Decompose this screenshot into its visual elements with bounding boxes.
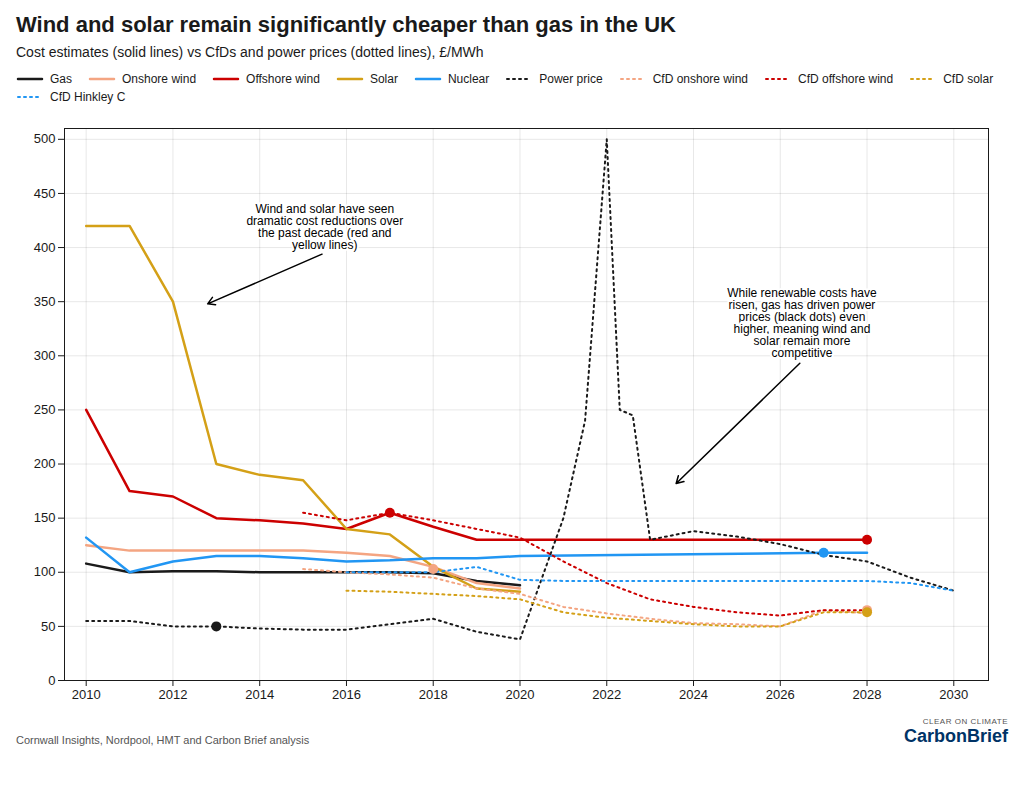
html-text:Cornwall Insights, Nordpool, H: Cornwall Insights, Nordpool, HMT and Car… <box>16 734 310 747</box>
svg-text:2010: 2010 <box>72 687 101 702</box>
html-text:CarbonBrief: CarbonBrief <box>904 725 1008 746</box>
html-text:CfD onshore wind: CfD onshore wind <box>652 71 748 86</box>
svg-text:200: 200 <box>34 456 56 471</box>
svg-text:Wind and solar have seendramat: Wind and solar have seendramatic cost re… <box>246 202 403 252</box>
svg-text:300: 300 <box>34 348 56 363</box>
svg-text:250: 250 <box>34 402 56 417</box>
svg-text:2030: 2030 <box>939 687 968 702</box>
svg-text:2016: 2016 <box>332 687 361 702</box>
svg-text:2012: 2012 <box>158 687 187 702</box>
svg-text:2028: 2028 <box>853 687 882 702</box>
svg-text:400: 400 <box>34 240 56 255</box>
svg-text:2018: 2018 <box>419 687 448 702</box>
html-text:Gas: Gas <box>50 71 72 86</box>
svg-text:2024: 2024 <box>679 687 708 702</box>
html-text:Offshore wind: Offshore wind <box>246 71 320 86</box>
html-text:Cost estimates (solid lines) v: Cost estimates (solid lines) vs CfDs and… <box>16 44 484 61</box>
svg-text:0: 0 <box>48 673 55 688</box>
svg-text:100: 100 <box>34 564 56 579</box>
html-text:CfD offshore wind: CfD offshore wind <box>798 71 894 86</box>
svg-text:2022: 2022 <box>592 687 621 702</box>
svg-text:450: 450 <box>34 185 56 200</box>
svg-text:350: 350 <box>34 294 56 309</box>
html-text:Solar: Solar <box>369 71 398 86</box>
html-text:Wind and solar remain signific: Wind and solar remain significantly chea… <box>16 12 676 37</box>
svg-text:2014: 2014 <box>245 687 274 702</box>
html-text:CLEAR ON CLIMATE: CLEAR ON CLIMATE <box>922 716 1008 726</box>
svg-text:2026: 2026 <box>766 687 795 702</box>
html-text:Power price: Power price <box>539 71 603 86</box>
html-text:CfD Hinkley C: CfD Hinkley C <box>50 89 126 104</box>
svg-text:150: 150 <box>34 510 56 525</box>
html-text:CfD solar: CfD solar <box>943 71 994 86</box>
svg-text:While renewable costs haverise: While renewable costs haverisen, gas has… <box>727 286 877 360</box>
html-text:Nuclear: Nuclear <box>447 71 490 86</box>
html-text:Onshore wind: Onshore wind <box>122 71 197 86</box>
svg-text:50: 50 <box>41 618 55 633</box>
svg-text:500: 500 <box>34 131 56 146</box>
svg-text:2020: 2020 <box>506 687 535 702</box>
